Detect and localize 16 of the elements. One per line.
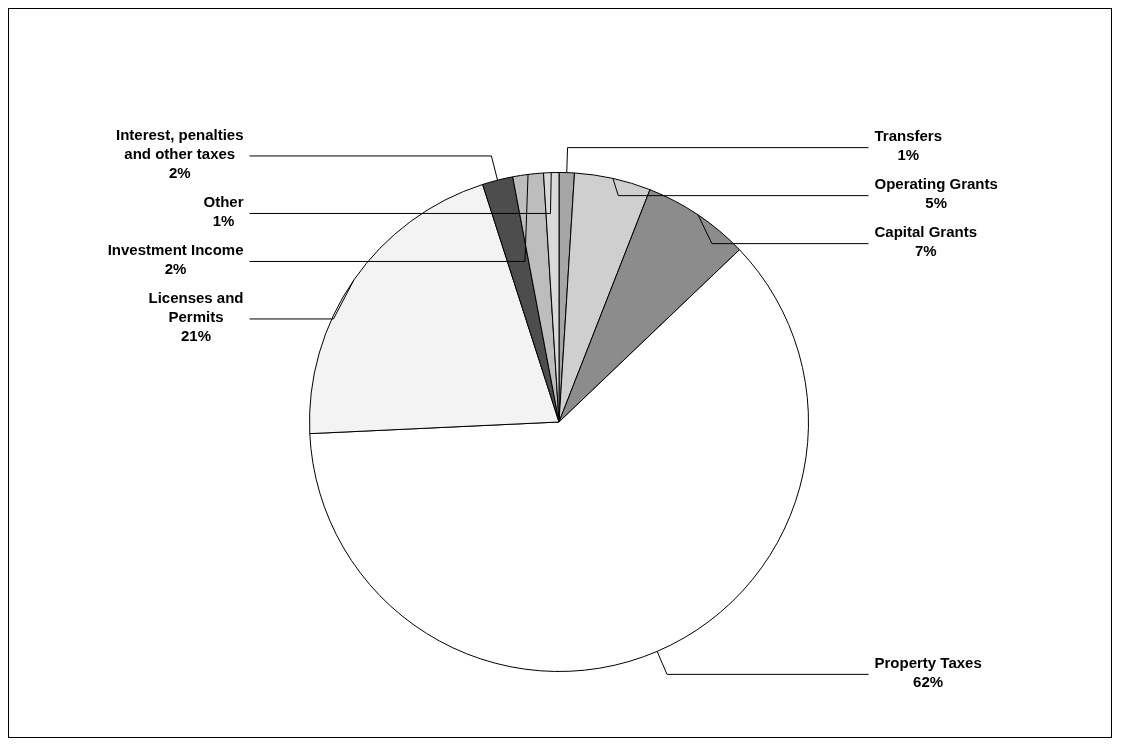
data-label: 21% [180,327,211,345]
slice-label: Capital Grants [874,223,978,241]
slice-label: Other [203,193,244,211]
slice-label: Property Taxes [874,654,982,671]
slice-label: Transfers [874,127,943,145]
slice-label: Licenses and Permits [148,289,244,326]
data-label: 7% [914,242,937,260]
slice-label: Investment Income [107,241,244,259]
data-label: 1% [897,146,920,164]
data-label: 2% [164,260,187,278]
slice-label: Interest, penalties and other taxes [115,126,244,163]
data-label: 5% [925,194,948,212]
slice-label: Operating Grants [874,175,998,193]
data-label: 1% [212,212,235,230]
data-label: 2% [168,164,191,182]
data-label: 62% [913,673,944,690]
